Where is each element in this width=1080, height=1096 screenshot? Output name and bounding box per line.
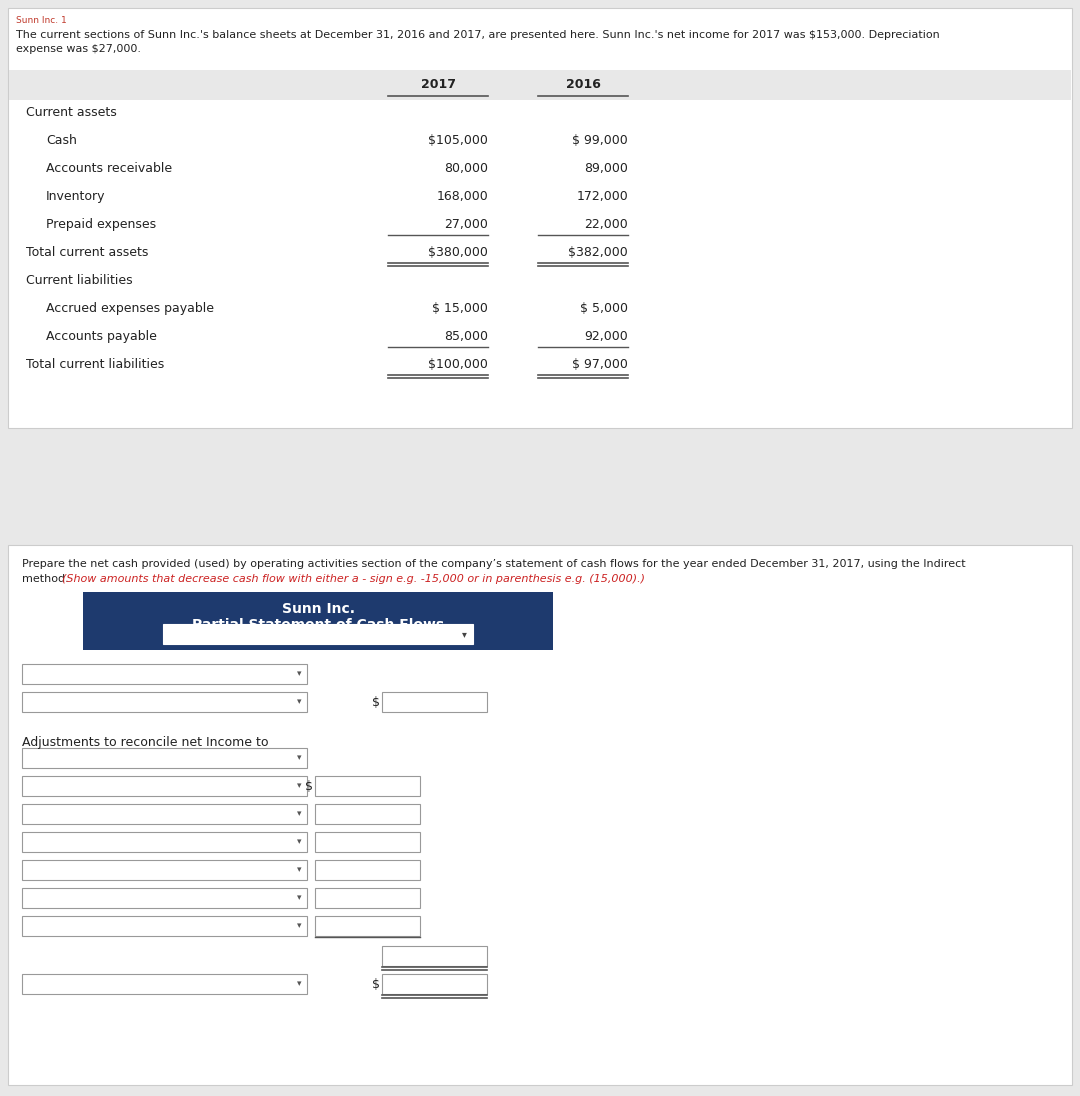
FancyBboxPatch shape [9,70,1071,100]
FancyBboxPatch shape [22,776,307,796]
FancyBboxPatch shape [382,974,487,994]
Text: $105,000: $105,000 [428,134,488,147]
Text: ▾: ▾ [297,922,301,931]
Text: Accrued expenses payable: Accrued expenses payable [46,302,214,315]
Text: expense was $27,000.: expense was $27,000. [16,44,141,54]
Text: Total current liabilities: Total current liabilities [26,358,164,372]
FancyBboxPatch shape [22,692,307,712]
Text: 85,000: 85,000 [444,330,488,343]
Text: $: $ [372,696,380,708]
Text: ▾: ▾ [297,837,301,846]
FancyBboxPatch shape [382,946,487,966]
Text: The current sections of Sunn Inc.'s balance sheets at December 31, 2016 and 2017: The current sections of Sunn Inc.'s bala… [16,30,940,39]
Text: method.: method. [22,574,72,584]
FancyBboxPatch shape [315,776,420,796]
Text: 92,000: 92,000 [584,330,627,343]
Text: Prepare the net cash provided (used) by operating activities section of the comp: Prepare the net cash provided (used) by … [22,559,966,569]
FancyBboxPatch shape [22,974,307,994]
Text: ▾: ▾ [297,781,301,790]
Text: 168,000: 168,000 [436,190,488,203]
Text: Partial Statement of Cash Flows: Partial Statement of Cash Flows [192,618,444,632]
Text: ▾: ▾ [297,810,301,819]
Text: 80,000: 80,000 [444,162,488,175]
Text: ▾: ▾ [297,754,301,763]
FancyBboxPatch shape [315,916,420,936]
FancyBboxPatch shape [315,832,420,852]
Text: ▾: ▾ [462,629,467,639]
Text: Adjustments to reconcile net Income to: Adjustments to reconcile net Income to [22,737,269,749]
Text: $: $ [305,779,313,792]
FancyBboxPatch shape [22,916,307,936]
Text: $382,000: $382,000 [568,246,627,259]
Text: $100,000: $100,000 [428,358,488,372]
Text: Inventory: Inventory [46,190,106,203]
Text: (Show amounts that decrease cash flow with either a - sign e.g. -15,000 or in pa: (Show amounts that decrease cash flow wi… [62,574,645,584]
FancyBboxPatch shape [315,804,420,824]
Text: ▾: ▾ [297,866,301,875]
Text: Cash: Cash [46,134,77,147]
Text: Sunn Inc. 1: Sunn Inc. 1 [16,16,67,25]
FancyBboxPatch shape [8,8,1072,429]
FancyBboxPatch shape [382,692,487,712]
FancyBboxPatch shape [83,592,553,650]
FancyBboxPatch shape [22,860,307,880]
FancyBboxPatch shape [22,747,307,768]
Text: 2017: 2017 [420,78,456,91]
FancyBboxPatch shape [22,832,307,852]
Text: 89,000: 89,000 [584,162,627,175]
Text: Current liabilities: Current liabilities [26,274,133,287]
Text: Total current assets: Total current assets [26,246,148,259]
Text: Sunn Inc.: Sunn Inc. [282,602,354,616]
Text: 2016: 2016 [566,78,600,91]
Text: ▾: ▾ [297,697,301,707]
Text: $ 15,000: $ 15,000 [432,302,488,315]
FancyBboxPatch shape [22,804,307,824]
Text: Prepaid expenses: Prepaid expenses [46,218,157,231]
Text: 22,000: 22,000 [584,218,627,231]
Text: ▾: ▾ [297,893,301,902]
Text: $ 97,000: $ 97,000 [572,358,627,372]
Text: ▾: ▾ [297,670,301,678]
Text: $380,000: $380,000 [428,246,488,259]
Text: $ 5,000: $ 5,000 [580,302,627,315]
Text: ▾: ▾ [297,980,301,989]
FancyBboxPatch shape [8,545,1072,1085]
Text: $: $ [372,978,380,991]
FancyBboxPatch shape [315,888,420,907]
Text: Accounts receivable: Accounts receivable [46,162,172,175]
Text: Accounts payable: Accounts payable [46,330,157,343]
FancyBboxPatch shape [22,888,307,907]
FancyBboxPatch shape [163,624,473,644]
FancyBboxPatch shape [22,664,307,684]
Text: Current assets: Current assets [26,106,117,119]
Text: $ 99,000: $ 99,000 [572,134,627,147]
FancyBboxPatch shape [315,860,420,880]
Text: 27,000: 27,000 [444,218,488,231]
Text: 172,000: 172,000 [577,190,627,203]
